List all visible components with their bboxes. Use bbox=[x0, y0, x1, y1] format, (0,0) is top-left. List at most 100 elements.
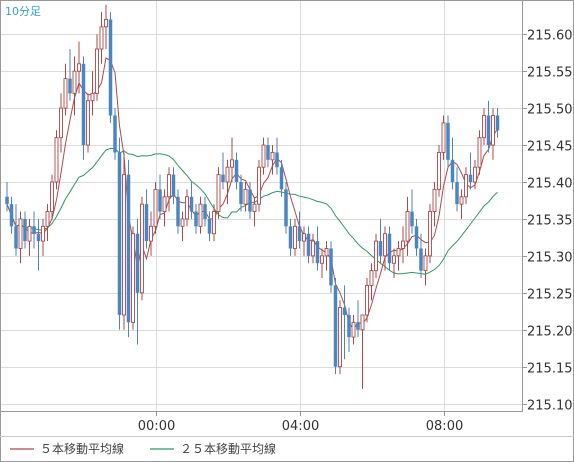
legend: ５本移動平均線 ２５本移動平均線 bbox=[10, 441, 276, 456]
candle-body-up bbox=[230, 159, 234, 168]
candle-body-down bbox=[450, 159, 455, 182]
candle-body-up bbox=[99, 26, 104, 50]
candle-body-up bbox=[131, 233, 135, 323]
candle-body-down bbox=[144, 204, 149, 242]
y-tick-label: 215.60 bbox=[527, 29, 573, 44]
candle-body-up bbox=[392, 255, 396, 264]
candle-body-up bbox=[212, 211, 216, 235]
moving-averages bbox=[6, 57, 498, 331]
candle-body-up bbox=[428, 211, 432, 257]
candle-body-up bbox=[360, 314, 365, 331]
candle-body-down bbox=[239, 181, 243, 205]
candle-body-down bbox=[347, 314, 351, 338]
x-tick-label: 00:00 bbox=[138, 419, 175, 434]
candle-body-up bbox=[338, 307, 342, 368]
candle-body-down bbox=[468, 174, 473, 182]
candle-body-down bbox=[113, 115, 117, 153]
candle-body-up bbox=[477, 137, 482, 168]
candle-body-up bbox=[90, 92, 95, 102]
candle-body-up bbox=[95, 48, 99, 94]
candle-body-down bbox=[5, 196, 9, 205]
candle-body-up bbox=[59, 107, 63, 139]
legend-label-ma5: ５本移動平均線 bbox=[40, 441, 124, 456]
candle-body-up bbox=[149, 225, 153, 242]
candle-body-down bbox=[387, 233, 392, 264]
candle-body-down bbox=[446, 122, 450, 160]
candle-body-down bbox=[342, 307, 347, 315]
candle-body-down bbox=[23, 218, 27, 242]
candle-body-up bbox=[252, 203, 257, 212]
candle-body-down bbox=[126, 174, 131, 323]
candle-body-up bbox=[437, 151, 441, 190]
candle-body-up bbox=[18, 218, 23, 249]
y-tick-label: 215.20 bbox=[527, 325, 573, 340]
ma5-line bbox=[6, 57, 498, 331]
candle-body-up bbox=[423, 255, 428, 272]
candle-body-down bbox=[158, 189, 162, 212]
y-tick-label: 215.40 bbox=[527, 177, 573, 192]
candle-body-up bbox=[185, 196, 189, 220]
candle-body-down bbox=[356, 322, 360, 330]
candle-body-up bbox=[257, 166, 261, 205]
candle-body-down bbox=[279, 167, 284, 190]
candle-body-up bbox=[54, 137, 59, 183]
timeframe-label: 10分足 bbox=[5, 5, 41, 18]
candle-body-down bbox=[284, 189, 288, 227]
candle-body-down bbox=[419, 248, 423, 271]
candle-body-down bbox=[455, 181, 459, 205]
legend-label-ma25: ２５本移動平均線 bbox=[180, 441, 276, 456]
candle-body-down bbox=[275, 152, 279, 168]
candle-body-down bbox=[135, 233, 140, 293]
candle-body-down bbox=[306, 233, 311, 256]
candle-body-down bbox=[410, 211, 414, 227]
candle-body-up bbox=[198, 203, 203, 227]
y-tick-label: 215.45 bbox=[527, 140, 573, 155]
candle-body-up bbox=[45, 211, 50, 227]
candle-body-up bbox=[396, 248, 401, 257]
x-tick-label: 04:00 bbox=[282, 419, 319, 434]
candle-body-up bbox=[104, 19, 108, 28]
candle-body-down bbox=[495, 115, 500, 131]
candles bbox=[5, 4, 500, 389]
candle-body-up bbox=[441, 122, 446, 153]
candle-body-down bbox=[81, 63, 86, 146]
candle-body-up bbox=[72, 70, 77, 94]
ma25-line bbox=[6, 147, 498, 275]
y-axis-tick-labels: 215.10 215.15 215.20 215.25 215.30 215.35 215.… bbox=[527, 29, 573, 414]
candle-body-down bbox=[486, 115, 491, 146]
candle-body-up bbox=[482, 115, 486, 139]
y-tick-label: 215.30 bbox=[527, 251, 573, 266]
x-tick-label: 08:00 bbox=[426, 419, 463, 434]
candle-body-up bbox=[459, 196, 464, 205]
candle-body-down bbox=[378, 241, 383, 256]
candle-body-up bbox=[491, 115, 495, 146]
candle-body-down bbox=[248, 189, 252, 212]
candle-body-up bbox=[324, 248, 329, 257]
candle-body-up bbox=[432, 188, 437, 212]
candle-body-up bbox=[140, 203, 144, 294]
candle-body-down bbox=[194, 211, 198, 227]
candle-body-up bbox=[383, 233, 387, 257]
candle-body-down bbox=[203, 204, 207, 219]
candle-body-down bbox=[333, 285, 338, 367]
candle-body-down bbox=[108, 19, 113, 116]
candle-body-up bbox=[243, 188, 248, 205]
candle-body-up bbox=[464, 174, 468, 198]
candle-body-down bbox=[297, 226, 302, 242]
candle-body-down bbox=[68, 78, 72, 94]
candle-body-down bbox=[36, 233, 41, 242]
candle-body-down bbox=[32, 226, 36, 234]
candle-body-up bbox=[167, 174, 171, 198]
x-axis-tick-labels: 00:00 04:00 08:00 bbox=[138, 419, 463, 434]
candle-body-up bbox=[77, 63, 81, 72]
candle-body-up bbox=[162, 196, 167, 212]
candle-body-down bbox=[315, 241, 320, 264]
candle-body-up bbox=[365, 284, 369, 316]
candle-body-down bbox=[14, 226, 18, 249]
candle-body-up bbox=[216, 174, 221, 212]
candle-body-up bbox=[27, 225, 32, 242]
y-tick-label: 215.55 bbox=[527, 66, 573, 81]
candle-body-down bbox=[266, 145, 270, 160]
